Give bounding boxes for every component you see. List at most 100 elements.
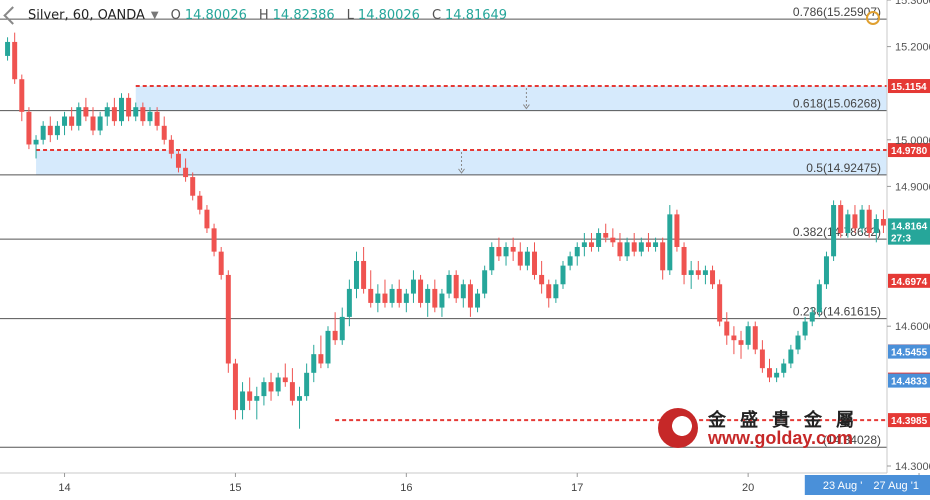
price-tag — [888, 230, 930, 245]
price-tick-label: 15.30000 — [895, 0, 930, 7]
settings-icon[interactable] — [866, 11, 880, 25]
time-tick-label: 20 — [742, 482, 754, 494]
high-label: H — [258, 7, 269, 23]
level-price-tag-text: 14.6974 — [891, 277, 928, 288]
candle-body — [332, 330, 338, 341]
level-price-tag-text: 15.1154 — [891, 82, 927, 93]
candle-body — [759, 349, 765, 369]
candle-body — [546, 284, 552, 299]
candle-body — [268, 382, 274, 392]
candle-body — [5, 41, 11, 56]
level-price-tag — [888, 79, 930, 94]
fib-label: 0.5(14.92475) — [806, 161, 881, 175]
candle-body — [667, 214, 673, 271]
watermark-logo: 金盛貴金屬 www.golday.com — [658, 404, 888, 452]
level-price-tag — [888, 413, 930, 428]
candle-body — [418, 279, 424, 303]
candle-body — [802, 321, 808, 336]
level-price-tag — [888, 143, 930, 158]
logo-mark-icon — [658, 408, 698, 448]
candle-body — [831, 205, 837, 257]
candle-body — [375, 293, 381, 303]
candle-body — [204, 209, 210, 229]
candle-body — [624, 242, 630, 257]
close-label: C — [431, 7, 442, 23]
fib-label: 0.618(15.06268) — [793, 97, 881, 111]
candle-body — [261, 382, 267, 397]
collapse-icon[interactable] — [3, 5, 22, 25]
fib-label: (14.34028) — [823, 433, 881, 447]
candle-body — [745, 326, 751, 345]
candle-body — [211, 228, 217, 252]
open-label: O — [170, 7, 181, 23]
candle-body — [688, 270, 694, 275]
candle-body — [297, 396, 303, 401]
candle-body — [175, 153, 181, 168]
fib-label: 0.786(15.25907) — [793, 5, 881, 19]
candle-body — [396, 288, 402, 303]
time-tag — [862, 475, 930, 495]
candle-body — [197, 195, 203, 210]
price-tag-text: 14.4833 — [891, 377, 928, 388]
candle-body — [154, 111, 160, 126]
time-tick-label: 14 — [58, 482, 70, 494]
time-axis: 14151617202122242723 Aug '18 - 06:0027 A… — [0, 472, 930, 495]
candle-body — [645, 242, 651, 247]
price-tag-text: 14.5455 — [891, 348, 928, 359]
low-value: 14.80026 — [357, 7, 420, 23]
symbol-label[interactable]: Silver, 60, OANDA — [28, 7, 145, 23]
candle-body — [674, 214, 680, 247]
candle-body — [610, 237, 616, 243]
candle-body — [311, 354, 317, 373]
low-label: L — [346, 7, 354, 23]
candle-body — [346, 288, 352, 317]
candle-body — [69, 116, 75, 126]
time-tick-label: 17 — [571, 482, 583, 494]
level-price-tag — [888, 273, 930, 288]
price-axis: 15.115414.978014.697414.545914.485414.39… — [886, 0, 930, 500]
chevron-down-icon[interactable]: ▼ — [150, 9, 159, 21]
zone-arrow-head — [522, 104, 530, 110]
zone-arrow-head — [458, 168, 465, 174]
candle-body — [183, 167, 189, 178]
candle-body — [275, 377, 281, 392]
candle-body — [702, 270, 708, 275]
zone-rect — [135, 86, 887, 111]
candle-body — [724, 321, 730, 336]
candle-body — [339, 316, 345, 341]
candle-body — [33, 139, 39, 145]
candle-body — [631, 242, 637, 252]
candle-body — [289, 382, 295, 401]
candle-body — [710, 270, 716, 285]
candle-body — [866, 209, 872, 234]
candle-body — [54, 125, 60, 136]
candle-body — [767, 368, 772, 378]
candle-body — [695, 270, 701, 275]
candle-body — [653, 242, 659, 247]
candle-body — [532, 251, 538, 275]
candle-body — [496, 246, 502, 257]
candle-body — [133, 107, 139, 117]
candle-body — [147, 111, 153, 122]
candle-body — [880, 219, 886, 226]
candle-body — [588, 242, 594, 247]
candle-body — [717, 284, 723, 322]
candle-body — [353, 260, 359, 289]
time-tick-label: 16 — [400, 482, 412, 494]
candle-body — [254, 396, 260, 401]
candle-body — [581, 242, 587, 247]
candle-body — [460, 284, 466, 299]
candle-body — [247, 391, 253, 401]
candle-body — [539, 274, 545, 285]
candle-body — [567, 256, 573, 266]
candle-body — [617, 242, 623, 257]
candle-body — [467, 284, 473, 308]
candle-body — [111, 107, 117, 122]
candle-body — [410, 279, 416, 294]
logo-url-text: www.golday.com — [708, 428, 854, 448]
candle-body — [517, 251, 523, 266]
candle-body — [809, 312, 815, 322]
candle-body — [361, 260, 367, 289]
candle-body — [603, 233, 609, 238]
